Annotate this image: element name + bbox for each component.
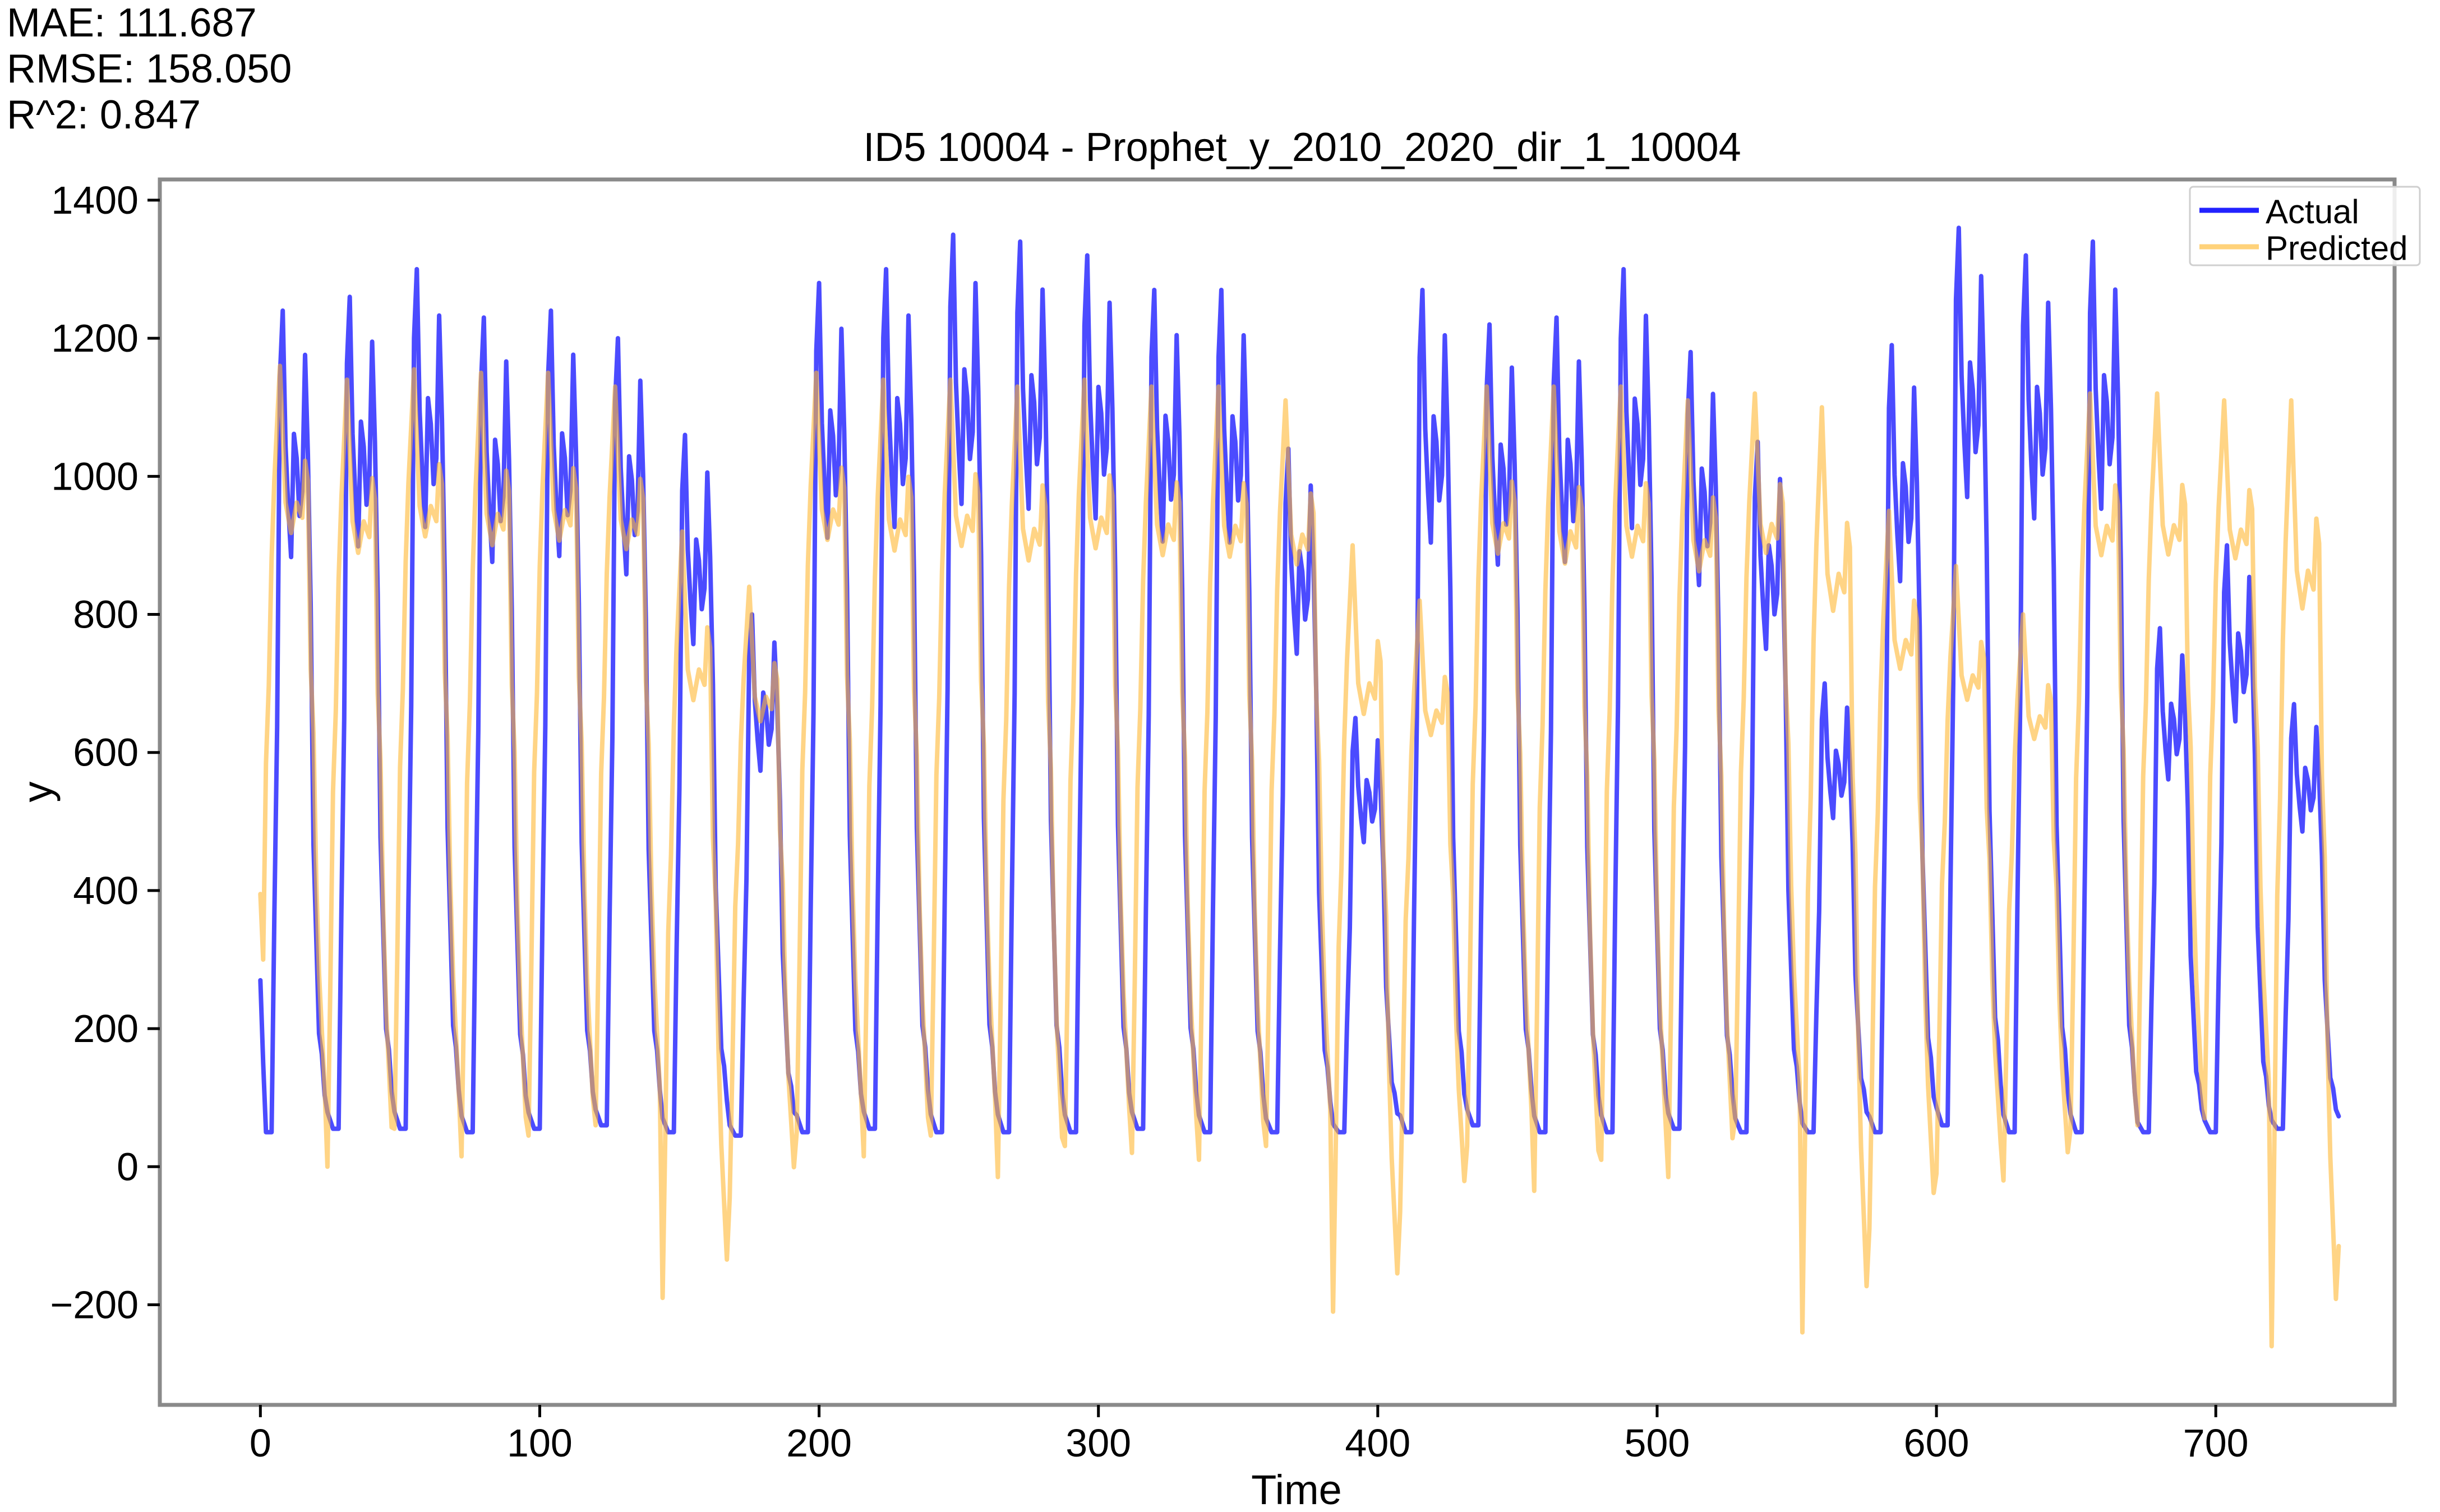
legend-predicted-label: Predicted [2266,229,2407,267]
rmse-metric: RMSE: 158.050 [7,47,292,91]
x-tick-label: 100 [507,1421,573,1465]
legend: Actual Predicted [2189,186,2421,267]
x-tick-label: 700 [2183,1421,2249,1465]
metrics-block: MAE: 111.687 RMSE: 158.050 R^2: 0.847 [7,0,292,138]
x-axis-ticks: 0 100 200 300 400 500 600 700 [250,1405,2249,1465]
y-tick-label: 1000 [51,454,139,498]
y-axis-ticks: −200 0 200 400 600 800 1000 1200 1400 [50,178,160,1327]
chart-title: ID5 10004 - Prophet_y_2010_2020_dir_1_10… [863,125,1741,170]
y-tick-label: 800 [73,593,139,637]
y-tick-label: 1200 [51,316,139,360]
x-tick-label: 200 [786,1421,852,1465]
x-tick-label: 500 [1625,1421,1690,1465]
series-line-predicted [258,363,2341,1349]
y-tick-label: 1400 [51,178,139,222]
y-tick-label: 0 [117,1145,139,1188]
y-tick-label: 200 [73,1007,139,1050]
y-tick-label: 600 [73,731,139,775]
x-tick-label: 300 [1066,1421,1131,1465]
y-tick-label: −200 [50,1283,139,1327]
y-axis-label: y [14,782,61,803]
x-tick-label: 400 [1345,1421,1410,1465]
x-tick-label: 0 [250,1421,271,1465]
legend-actual-label: Actual [2266,193,2359,231]
y-tick-label: 400 [73,869,139,912]
mae-metric: MAE: 111.687 [7,1,257,45]
x-tick-label: 600 [1904,1421,1969,1465]
plot-frame [158,177,2397,1407]
x-axis-label: Time [1251,1467,1342,1512]
r2-metric: R^2: 0.847 [7,93,201,137]
series-layer [258,225,2341,1349]
